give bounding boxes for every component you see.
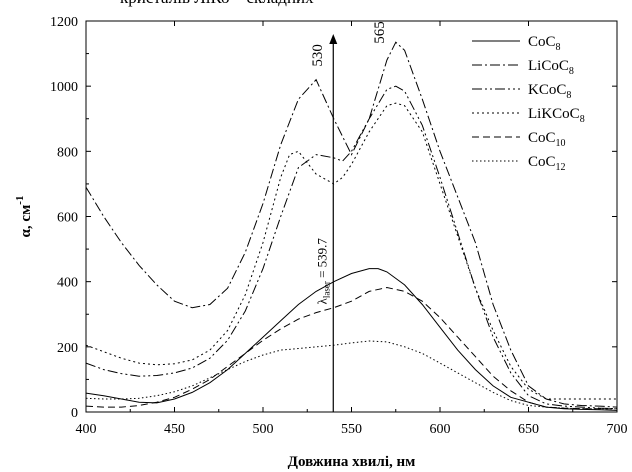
legend-label-KCoC8: KCoC8 (528, 82, 571, 101)
cropped-header-text: кристалів ЛіКо—складних (120, 0, 314, 8)
y-tick-label: 0 (71, 406, 78, 421)
legend-label-main: LiKCoC (528, 106, 580, 122)
y-tick-label: 800 (57, 145, 78, 160)
x-tick-label: 500 (253, 422, 274, 437)
legend-label-main: CoC (528, 34, 556, 50)
series-layer (85, 41, 618, 411)
annotation-layer: 530 565 λlaser = 539.7 (310, 21, 388, 412)
laser-label-sub: laser (321, 281, 331, 298)
laser-label-value: = 539.7 (314, 238, 329, 282)
legend-label-sub: 10 (556, 138, 566, 149)
y-axis: 0 200 400 600 800 1000 1200 α, см-1 (14, 15, 617, 421)
x-tick-label: 550 (341, 422, 362, 437)
series-line-LiCoC8 (85, 41, 618, 408)
legend-label-CoC10: CoC10 (528, 130, 566, 149)
x-tick-label: 450 (164, 422, 185, 437)
series-line-CoC8 (85, 268, 618, 411)
series-line-LiKCoC8 (85, 102, 617, 400)
laser-label: λlaser = 539.7 (314, 238, 331, 305)
legend-label-main: LiCoC (528, 58, 569, 74)
peak-label-565: 565 (372, 21, 388, 44)
legend-label-sub: 8 (566, 90, 571, 101)
plot-frame (85, 20, 618, 413)
legend-label-LiCoC8: LiCoC8 (528, 58, 574, 77)
x-tick-label: 650 (518, 422, 539, 437)
legend-label-main: CoC (528, 130, 556, 146)
y-tick-label: 1200 (50, 15, 78, 30)
y-axis-title-main: α, см (18, 205, 34, 238)
peak-label-530: 530 (310, 44, 326, 67)
y-tick-label: 1000 (50, 80, 78, 95)
series-line-CoC12 (85, 340, 617, 410)
series-line-CoC10 (85, 286, 617, 410)
y-axis-title: α, см-1 (14, 196, 34, 238)
x-tick-label: 700 (607, 422, 628, 437)
x-tick-label: 600 (430, 422, 451, 437)
y-tick-label: 200 (57, 341, 78, 356)
legend-label-sub: 8 (556, 42, 561, 53)
legend-label-main: CoC (528, 154, 556, 170)
x-axis-title: Довжина хвилі, нм (288, 454, 416, 470)
legend-label-CoC8: CoC8 (528, 34, 561, 53)
legend-label-LiKCoC8: LiKCoC8 (528, 106, 585, 125)
legend-label-CoC12: CoC12 (528, 154, 566, 173)
x-tick-label: 400 (76, 422, 97, 437)
y-tick-label: 600 (57, 211, 78, 226)
legend-label-sub: 12 (556, 162, 566, 173)
legend-label-sub: 8 (569, 66, 574, 77)
series-line-KCoC8 (85, 85, 618, 410)
legend-label-main: KCoC (528, 82, 566, 98)
legend-label-sub: 8 (580, 114, 585, 125)
laser-label-lambda: λ (314, 297, 329, 304)
y-axis-title-sup: -1 (14, 196, 26, 205)
plot-area (85, 20, 618, 413)
x-axis: 400 450 500 550 600 650 700 Довжина хвилі, нм (76, 21, 628, 470)
y-tick-label: 400 (57, 276, 78, 291)
laser-arrowhead (329, 34, 338, 45)
